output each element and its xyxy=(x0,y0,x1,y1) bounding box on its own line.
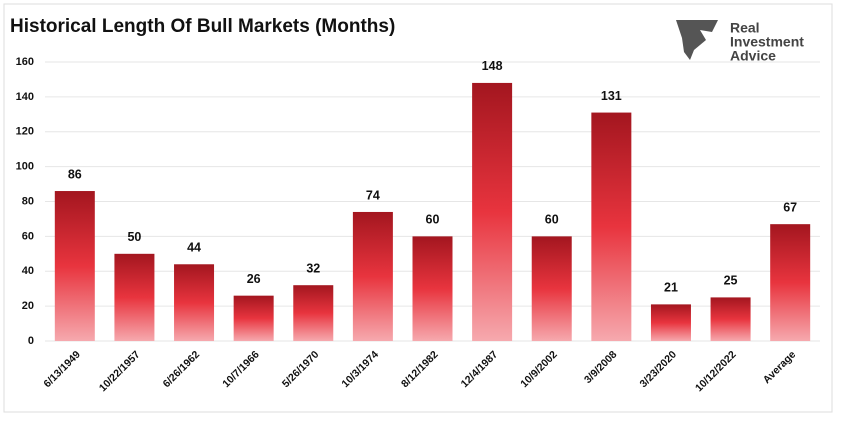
y-tick-label: 0 xyxy=(28,335,34,347)
value-label: 26 xyxy=(247,272,261,286)
value-label: 60 xyxy=(545,213,559,227)
value-label: 25 xyxy=(724,274,738,288)
y-tick-label: 20 xyxy=(22,300,34,312)
bar xyxy=(770,224,811,341)
y-tick-label: 60 xyxy=(22,230,34,242)
y-tick-label: 160 xyxy=(16,56,34,68)
logo-text: Advice xyxy=(730,48,776,64)
value-label: 148 xyxy=(482,59,503,73)
value-label: 60 xyxy=(426,213,440,227)
bar xyxy=(293,285,334,341)
bar xyxy=(531,236,572,341)
bar xyxy=(54,191,95,341)
value-label: 67 xyxy=(783,200,797,214)
bar xyxy=(114,253,155,341)
bar xyxy=(174,264,215,341)
value-label: 74 xyxy=(366,188,380,202)
value-label: 21 xyxy=(664,281,678,295)
logo-text: Real xyxy=(730,20,760,36)
value-label: 50 xyxy=(127,230,141,244)
chart-title: Historical Length Of Bull Markets (Month… xyxy=(10,16,395,37)
y-tick-label: 80 xyxy=(22,195,34,207)
bar xyxy=(650,304,691,341)
logo-text: Investment xyxy=(730,34,804,50)
bar xyxy=(710,297,751,341)
bar xyxy=(352,211,393,341)
bar xyxy=(233,295,274,341)
logo: Real Investment Advice xyxy=(676,20,804,64)
logo-mark xyxy=(676,20,718,60)
y-tick-label: 100 xyxy=(16,161,34,173)
value-label: 32 xyxy=(306,261,320,275)
y-tick-label: 40 xyxy=(22,265,34,277)
bar xyxy=(591,112,632,341)
value-label: 131 xyxy=(601,89,622,103)
value-label: 44 xyxy=(187,241,201,255)
chart-frame xyxy=(3,3,833,413)
bar xyxy=(412,236,453,341)
y-tick-label: 120 xyxy=(16,126,34,138)
bar xyxy=(472,82,513,342)
y-tick-label: 140 xyxy=(16,91,34,103)
value-label: 86 xyxy=(68,167,82,181)
